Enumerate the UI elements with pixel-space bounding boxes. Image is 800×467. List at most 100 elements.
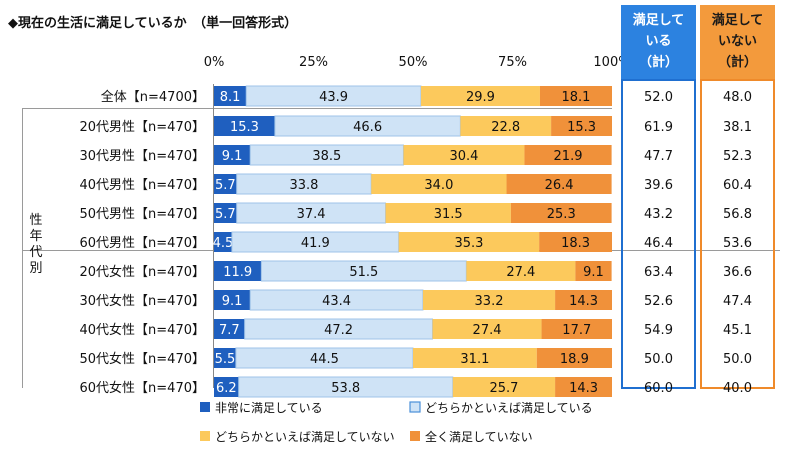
data-label: 31.5 [434,207,463,222]
category-label: 50代女性【n=470】 [80,351,206,367]
data-label: 53.8 [331,381,360,396]
bar-segment [506,174,612,194]
bar-segment [539,232,612,252]
data-label: 14.3 [569,381,598,396]
data-label: 18.1 [562,90,591,105]
data-label: 15.3 [230,120,259,135]
summary-header-bg [621,5,696,80]
data-label: 51.5 [349,265,378,280]
summary-header-text: （計） [639,54,678,70]
bar-segment [214,232,232,252]
summary-header-text: いる [645,34,671,49]
data-label: 18.9 [560,352,589,367]
data-label: 11.9 [223,265,252,280]
summary-value: 45.1 [723,323,752,338]
bar-segment [214,319,245,339]
bar-segment [539,86,612,106]
data-label: 26.4 [545,178,574,193]
summary-value: 48.0 [723,90,752,105]
bar-segment [466,261,576,281]
x-tick-label: 50% [399,55,428,70]
bar-segment [555,377,612,397]
data-label: 15.3 [567,120,596,135]
bar-segment [422,290,556,310]
data-label: 43.9 [319,90,348,105]
data-label: 8.1 [220,90,241,105]
bar-segment [214,377,239,397]
summary-value: 52.0 [644,90,673,105]
summary-value: 60.4 [723,178,752,193]
summary-value: 39.6 [644,178,673,193]
bar-segment [524,145,612,165]
category-label: 60代女性【n=470】 [80,380,206,396]
category-label: 40代女性【n=470】 [80,322,206,338]
x-tick-label: 25% [299,55,328,70]
group-label-char: 代 [29,245,42,260]
legend-label: どちらかといえば満足していない [215,430,395,444]
category-label: 30代女性【n=470】 [80,293,206,309]
summary-value: 53.6 [723,236,752,251]
data-label: 18.3 [561,236,590,251]
x-tick-label: 75% [498,55,527,70]
summary-value: 50.0 [644,352,673,367]
summary-column-frame [621,79,696,389]
data-label: 9.1 [222,149,243,164]
category-label: 30代男性【n=470】 [80,149,206,164]
data-label: 7.7 [219,323,240,338]
bar-segment [214,290,251,310]
bar-segment [551,116,612,136]
summary-value: 56.8 [723,207,752,222]
summary-column-frame [700,79,775,389]
bar-segment [432,319,542,339]
data-label: 31.1 [460,352,489,367]
bar-segment [452,377,556,397]
data-label: 41.9 [301,236,330,251]
category-label: 20代女性【n=470】 [80,264,206,280]
data-label: 5.5 [215,352,236,367]
category-label: 50代男性【n=470】 [80,207,206,222]
data-label: 21.9 [554,149,583,164]
data-label: 35.3 [454,236,483,251]
category-label: 60代男性【n=470】 [80,236,206,251]
category-label: 全体【n=4700】 [101,89,205,105]
summary-value: 38.1 [723,120,752,135]
chart-title: ◆現在の生活に満足しているか （単一回答形式） [8,15,297,31]
data-label: 38.5 [312,149,341,164]
data-label: 9.1 [222,294,243,309]
legend-swatch [410,431,420,441]
bar-segment [214,261,262,281]
summary-value: 46.4 [644,236,673,251]
data-label: 9.1 [583,265,604,280]
group-label-char: 別 [29,261,42,276]
data-label: 25.7 [489,381,518,396]
bar-segment [398,232,540,252]
data-label: 17.7 [562,323,591,338]
legend-label: 全く満足していない [425,429,533,444]
group-label-char: 年 [29,229,42,244]
summary-header-bg [700,5,775,80]
summary-value: 52.3 [723,149,752,164]
bar-segment [214,116,275,136]
bar-segment [536,348,612,368]
summary-value: 60.0 [644,381,673,396]
data-label: 43.4 [322,294,351,309]
group-label-char: 性 [29,213,42,228]
summary-header-text: 満足して [633,12,685,28]
legend-swatch [200,431,210,441]
summary-value: 40.0 [723,381,752,396]
category-label: 40代男性【n=470】 [80,178,206,193]
data-label: 22.8 [491,120,520,135]
summary-value: 47.7 [644,149,673,164]
bar-segment [555,290,612,310]
summary-value: 63.4 [644,265,673,280]
legend-label: 非常に満足している [215,401,323,415]
bar-segment [420,86,540,106]
bar-segment [214,174,237,194]
data-label: 34.0 [424,178,453,193]
bar-segment [510,203,612,223]
summary-value: 50.0 [723,352,752,367]
